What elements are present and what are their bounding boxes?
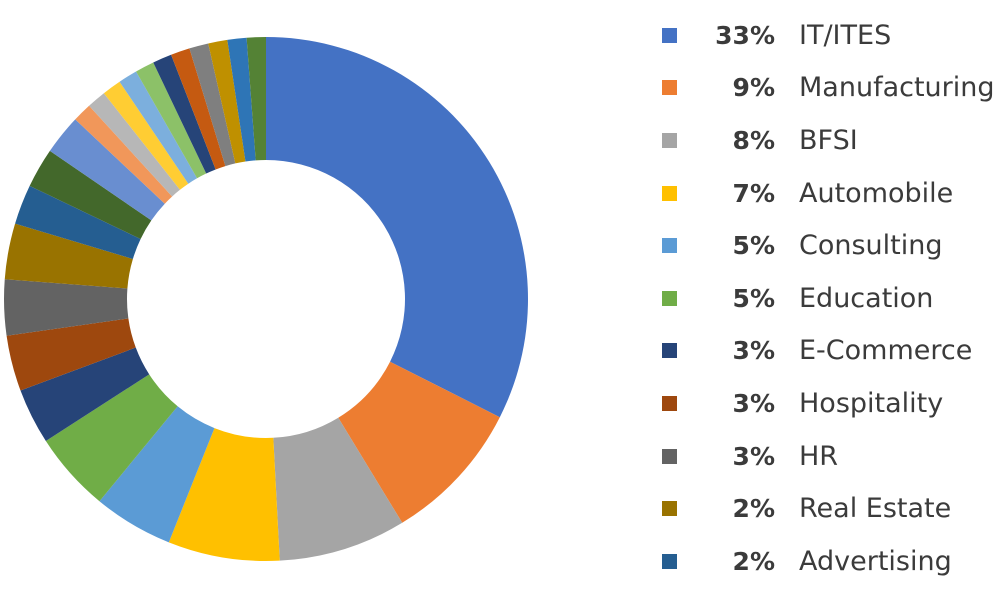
legend-percent: 3%	[732, 441, 775, 471]
legend-label: BFSI	[799, 124, 858, 156]
legend-swatch	[662, 238, 677, 254]
slice-other-17	[136, 62, 207, 179]
legend-item-hr: 3% HR	[662, 430, 1000, 483]
slice-other-13	[75, 105, 173, 204]
legend-swatch	[662, 185, 677, 201]
slice-other-11	[29, 150, 152, 239]
slice-other-19	[171, 48, 226, 170]
slice-other-20	[189, 43, 236, 167]
slice-other-22	[227, 37, 256, 162]
legend-percent: 5%	[732, 231, 775, 261]
legend-percent: 3%	[732, 336, 775, 366]
legend-percent: 3%	[732, 388, 775, 418]
slice-real-estate	[4, 223, 133, 289]
slice-other-14	[89, 93, 180, 197]
slice-other-15	[103, 81, 189, 190]
slice-consulting	[99, 406, 215, 543]
legend-percent: 5%	[732, 283, 775, 313]
slice-manufacturing	[338, 361, 500, 523]
slice-education	[45, 374, 178, 502]
slice-other-12	[49, 119, 165, 221]
legend-percent: 7%	[732, 178, 775, 208]
donut-chart	[3, 37, 528, 561]
legend-item-advertising: 2% Advertising	[662, 535, 1000, 588]
legend-label: Automobile	[799, 177, 954, 209]
legend-percent: 8%	[732, 125, 775, 155]
legend-percent: 2%	[732, 494, 775, 524]
slice-other-23	[246, 37, 266, 161]
legend-percent: 2%	[732, 546, 775, 576]
slice-it-ites	[266, 37, 528, 418]
legend-item-e-commerce: 3% E-Commerce	[662, 325, 1000, 378]
legend-item-manufacturing: 9% Manufacturing	[662, 62, 1000, 115]
legend-label: Education	[799, 282, 934, 314]
legend-label: IT/ITES	[799, 19, 892, 51]
slice-automobile	[168, 428, 280, 561]
legend-label: Advertising	[799, 545, 952, 577]
slice-e-commerce	[20, 347, 150, 442]
legend-label: Hospitality	[799, 387, 944, 419]
legend-label: Real Estate	[799, 493, 952, 525]
slice-hr	[3, 279, 129, 336]
legend-label: Consulting	[799, 230, 943, 262]
slice-other-16	[119, 71, 198, 184]
legend-item-it-ites: 33% IT/ITES	[662, 9, 1000, 62]
legend-label: E-Commerce	[799, 335, 973, 367]
legend-item-hospitality: 3% Hospitality	[662, 377, 1000, 430]
legend-swatch	[662, 448, 677, 464]
legend-item-bfsi: 8% BFSI	[662, 114, 1000, 167]
slice-hospitality	[6, 318, 136, 391]
legend-item-education: 5% Education	[662, 272, 1000, 325]
legend-item-automobile: 7% Automobile	[662, 167, 1000, 220]
slice-other-18	[153, 54, 216, 174]
legend-swatch	[662, 290, 677, 306]
legend-swatch	[662, 553, 677, 569]
slice-bfsi	[273, 417, 403, 561]
chart-legend: 33% IT/ITES 9% Manufacturing 8% BFSI 7% Automob…	[662, 9, 1000, 588]
legend-swatch	[662, 132, 677, 148]
legend-swatch	[662, 80, 677, 96]
legend-label: HR	[799, 440, 839, 472]
legend-item-real-estate: 2% Real Estate	[662, 482, 1000, 535]
legend-item-consulting: 5% Consulting	[662, 219, 1000, 272]
slice-other-21	[208, 39, 246, 164]
legend-swatch	[662, 343, 677, 359]
legend-label: Manufacturing	[799, 72, 995, 104]
slice-advertising	[15, 185, 141, 259]
legend-percent: 9%	[732, 73, 775, 103]
legend-swatch	[662, 501, 677, 517]
legend-swatch	[662, 395, 677, 411]
legend-percent: 33%	[715, 20, 775, 50]
legend-swatch	[662, 27, 677, 43]
